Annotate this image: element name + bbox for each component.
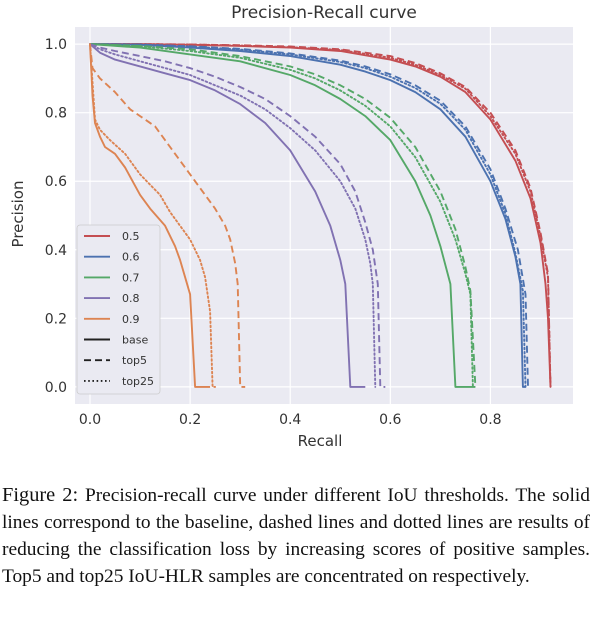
y-tick-label: 1.0 bbox=[45, 37, 67, 53]
x-tick-label: 0.0 bbox=[79, 412, 101, 428]
series-line-iou-08-top25 bbox=[89, 43, 377, 388]
legend: 0.5 0.6 0.7 0.8 0.9 base top5 top25 bbox=[76, 224, 161, 395]
series-line-iou-09-base bbox=[89, 44, 211, 388]
series-line-iou-07-base bbox=[89, 43, 476, 388]
legend-label: 0.7 bbox=[122, 271, 140, 284]
y-tick-label: 0.8 bbox=[45, 106, 67, 122]
series-line-iou-07-top25 bbox=[89, 43, 474, 388]
y-tick-label: 0.4 bbox=[45, 243, 67, 259]
tick-labels: 0.0 0.2 0.4 0.6 0.8 0.0 0.2 0.4 0.6 0.8 1.0 bbox=[45, 37, 502, 428]
legend-label: top5 bbox=[122, 354, 147, 367]
x-tick-label: 0.4 bbox=[279, 412, 301, 428]
y-tick-label: 0.2 bbox=[45, 311, 67, 327]
series-line-iou-09-top25 bbox=[89, 43, 217, 388]
x-tick-label: 0.2 bbox=[179, 412, 201, 428]
series-line-iou-08-top5 bbox=[89, 43, 386, 388]
legend-label: 0.9 bbox=[122, 313, 140, 326]
y-axis-label: Precision bbox=[9, 181, 27, 248]
figure-caption: Figure 2: Precision-recall curve under d… bbox=[2, 482, 590, 590]
x-tick-label: 0.6 bbox=[379, 412, 401, 428]
series-line-iou-06-top5 bbox=[89, 43, 531, 388]
series-line-iou-08-base bbox=[89, 43, 366, 388]
caption-label: Figure 2: bbox=[2, 484, 79, 506]
x-tick-label: 0.8 bbox=[479, 412, 501, 428]
legend-label: base bbox=[122, 334, 148, 347]
x-axis-label: Recall bbox=[298, 432, 343, 450]
legend-label: top25 bbox=[122, 375, 154, 388]
series-line-iou-06-top25 bbox=[89, 43, 527, 388]
y-tick-label: 0.6 bbox=[45, 174, 67, 190]
legend-label: 0.5 bbox=[122, 230, 140, 243]
legend-frame bbox=[76, 224, 161, 395]
series-lines bbox=[89, 43, 552, 388]
series-line-iou-05-top25 bbox=[89, 43, 552, 388]
series-line-iou-09-top5 bbox=[89, 44, 246, 388]
legend-label: 0.6 bbox=[122, 251, 140, 264]
y-tick-label: 0.0 bbox=[45, 380, 67, 396]
chart-title: Precision-Recall curve bbox=[231, 3, 417, 23]
legend-label: 0.8 bbox=[122, 292, 140, 305]
precision-recall-chart: 0.0 0.2 0.4 0.6 0.8 0.0 0.2 0.4 0.6 0.8 1.0 Precis… bbox=[9, 3, 573, 450]
caption-text: Precision-recall curve under different I… bbox=[2, 485, 590, 587]
